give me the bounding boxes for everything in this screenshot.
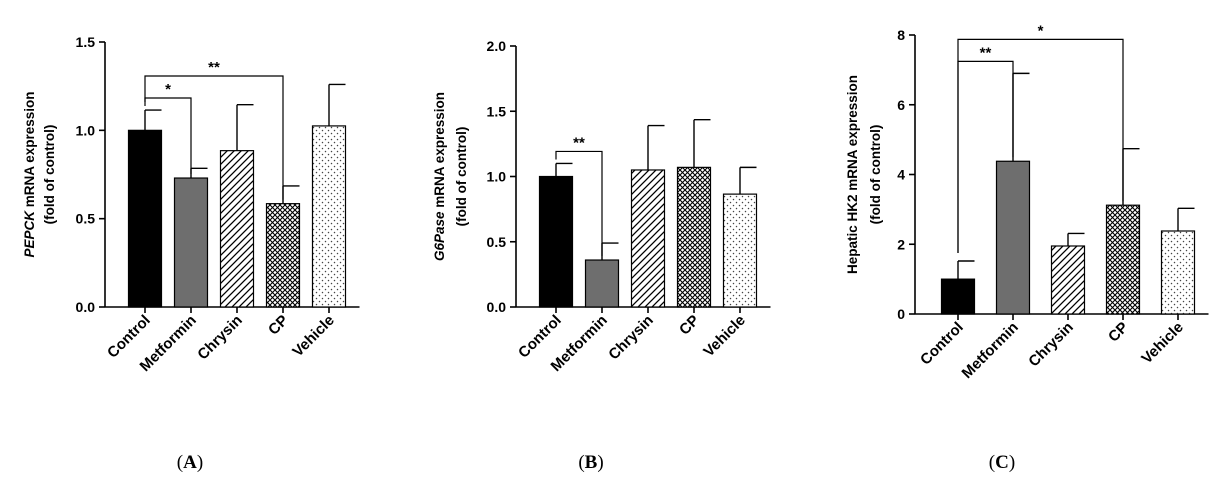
significance-label: * [1038,22,1044,39]
bar-cp [676,166,712,308]
significance-bracket [957,38,1124,253]
bar-chrysin [630,169,666,308]
significance-label: ** [208,59,220,76]
panel-label-paren: ) [1009,452,1015,473]
x-tick-label: Vehicle [700,312,749,361]
bar-control [127,129,163,308]
x-tick-label: CP [676,312,703,339]
y-axis-label-part: mRNA expression [22,91,37,211]
y-tick-label: 8 [897,27,905,43]
bar-vehicle [722,193,758,308]
bar-cp [265,203,301,308]
y-tick-label: 1.5 [76,34,96,50]
y-axis-label-part: mRNA expression [432,92,447,212]
bar-chrysin [1050,245,1086,315]
panel-label-letter: B [585,452,598,473]
x-tick-label: Chrysin [1025,319,1077,371]
bar-cp [1105,204,1141,315]
y-tick-label: 0 [897,306,905,322]
x-tick-label: Chrysin [605,312,657,364]
bar-vehicle [311,125,347,308]
panel-label-paren: ( [989,452,995,473]
significance-bracket [555,150,603,257]
bar-chrysin [219,150,255,308]
panel-label-letter: A [183,452,197,473]
y-tick-label: 1.0 [487,169,507,185]
panel-label-letter: C [995,452,1009,473]
y-tick-label: 1.5 [487,103,507,119]
y-tick-label: 1.0 [76,122,96,138]
y-axis-label: PEPCK mRNA expression [22,91,37,257]
x-tick-label: Vehicle [1138,319,1187,368]
bar-control [538,175,574,308]
panel-label-paren: ) [597,452,603,473]
y-axis-label: Hepatic HK2 mRNA expression [845,75,860,274]
x-tick-label: Control [917,319,967,369]
significance-label: ** [980,44,992,61]
y-tick-label: 2 [897,236,905,252]
panel-label-paren: ( [177,452,183,473]
x-tick-label: CP [1105,319,1132,346]
y-tick-label: 0.5 [487,234,507,250]
y-axis-label-part: Hepatic HK2 mRNA expression [845,75,860,274]
panel-b-chart: 0.0 0.5 1.0 1.5 2.0 G6Pase mRNA expression (fo… [432,38,771,473]
y-tick-label: 6 [897,97,905,113]
y-tick-label: 0.0 [76,299,96,315]
panel-label-paren: ( [578,452,584,473]
panel-label: (A) [177,452,203,473]
y-axis-label: G6Pase mRNA expression [432,92,447,261]
x-tick-label: Vehicle [289,312,338,361]
bar-control [940,278,976,315]
significance-label: * [165,81,171,98]
y-axis-label-part: PEPCK [22,210,37,258]
y-tick-label: 0.0 [487,299,507,315]
x-tick-label: Chrysin [194,312,246,364]
y-axis-label-part: G6Pase [432,211,447,261]
y-axis-label-line2: (fold of control) [42,125,57,225]
y-axis-label-line2: (fold of control) [868,125,883,225]
y-tick-label: 2.0 [487,38,507,54]
panel-a-chart: 0.0 0.5 1.0 1.5 PEPCK mRNA expression (fold o… [22,34,360,473]
y-tick-label: 4 [897,167,905,183]
y-tick-label: 0.5 [76,211,96,227]
x-tick-label: CP [265,312,292,339]
significance-bracket [144,75,284,200]
panel-label: (B) [578,452,603,473]
x-tick-label: Metformin [959,319,1022,382]
significance-bracket [144,97,192,175]
significance-label: ** [573,134,585,151]
bar-metformin [173,177,209,308]
bar-metformin [584,259,620,308]
panel-label: (C) [989,452,1015,473]
panel-c-chart: 0 2 4 6 8 Hepatic HK2 mRNA expression (fold of… [845,22,1209,473]
bar-metformin [995,160,1031,315]
panel-label-paren: ) [197,452,203,473]
y-axis-label-line2: (fold of control) [454,127,469,227]
bar-vehicle [1160,230,1196,315]
